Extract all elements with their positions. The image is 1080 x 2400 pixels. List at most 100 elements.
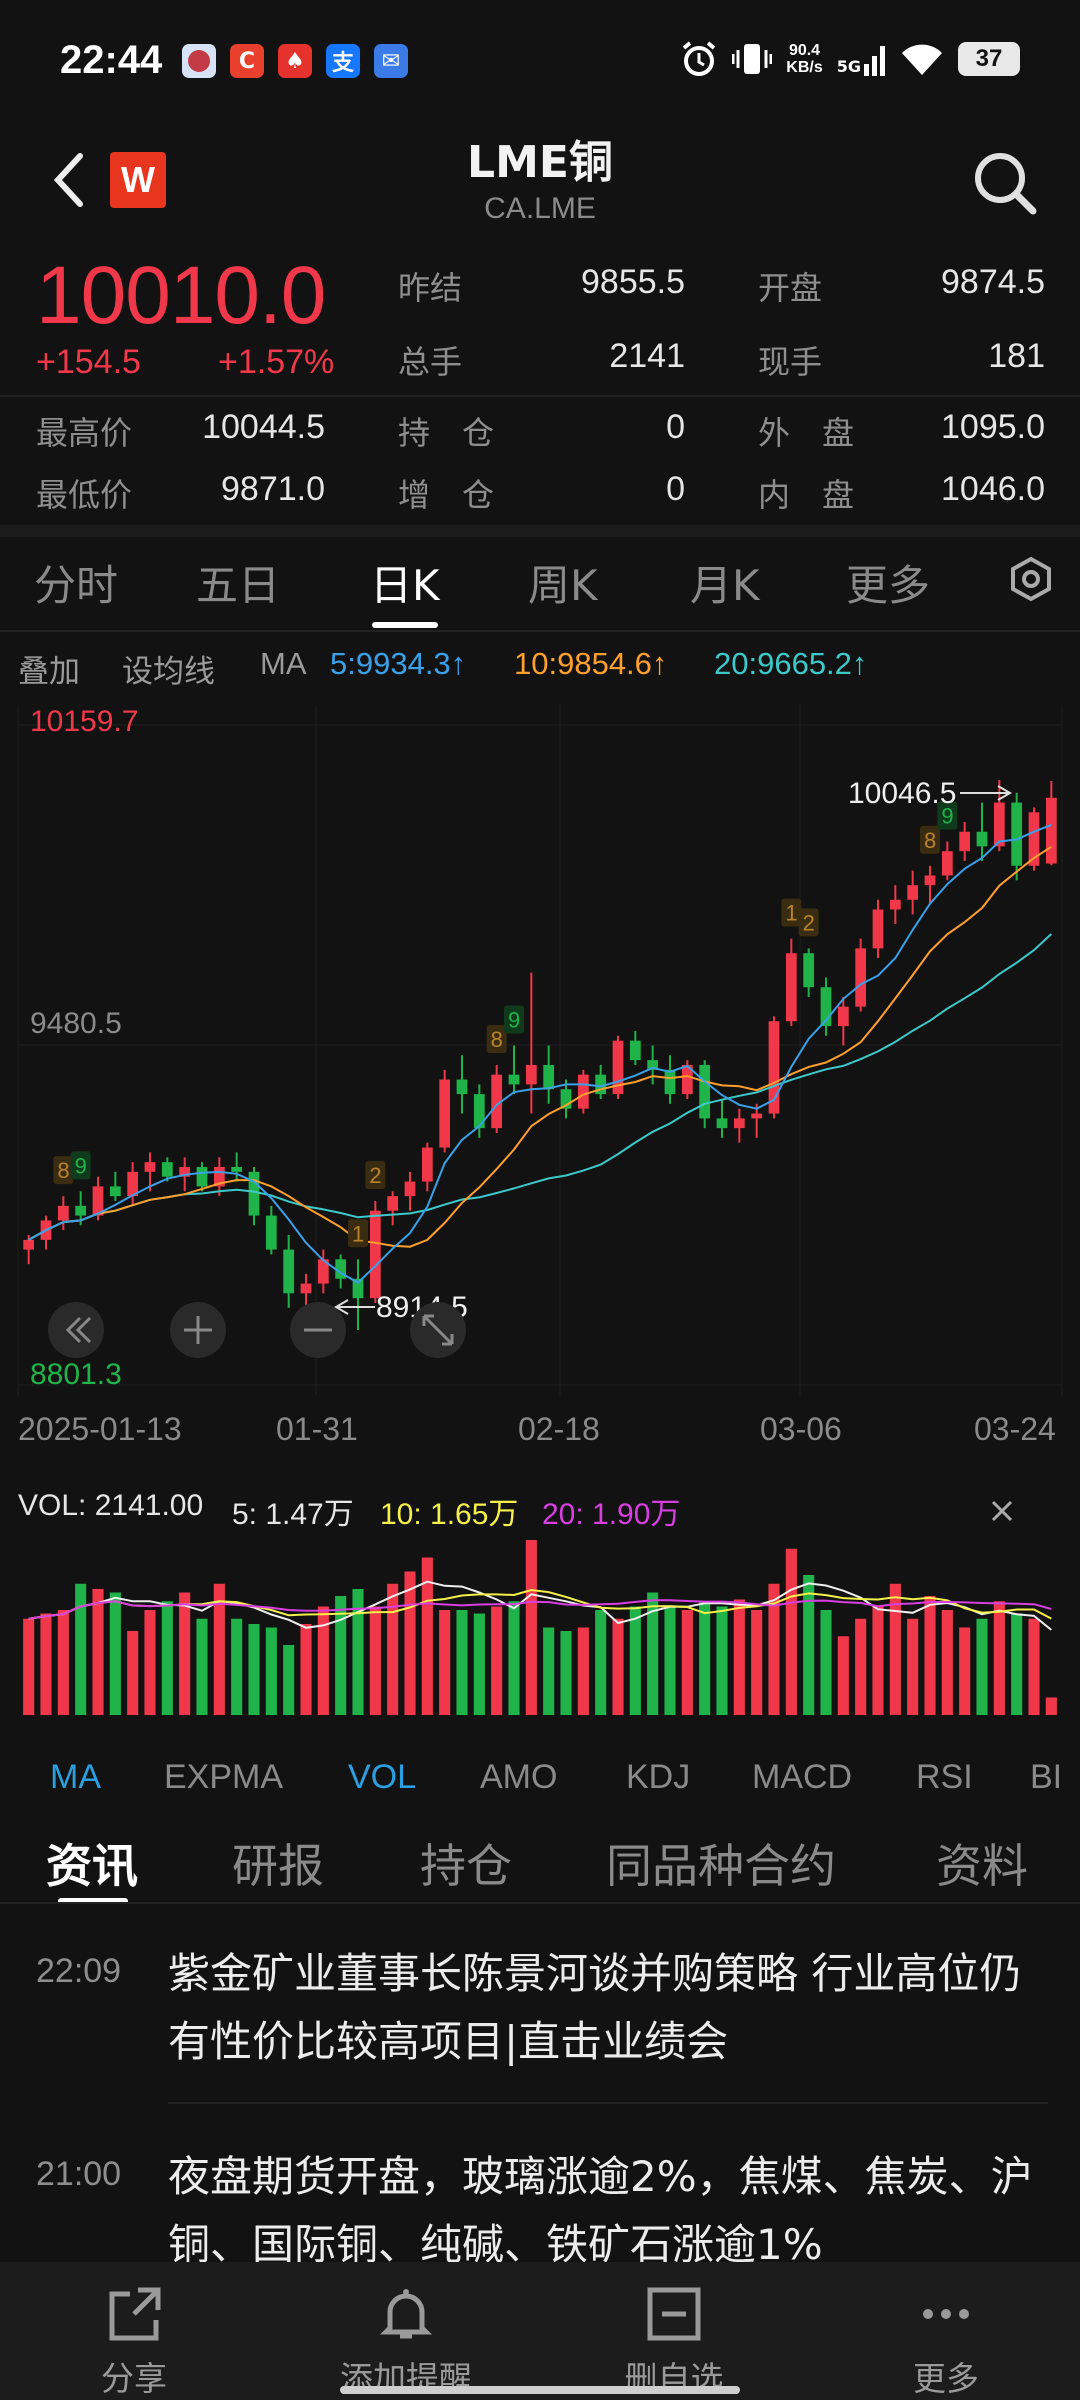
overlay-button[interactable]: 叠加	[18, 654, 80, 690]
news-headline: 紫金矿业董事长陈景河谈并购策略 行业高位仍有性价比较高项目|直击业绩会	[168, 1949, 1022, 2066]
candle-body	[127, 1171, 139, 1197]
date-label: 03-06	[760, 1411, 842, 1447]
app-notification-icon	[182, 44, 216, 78]
axis-bottom-label: 8801.3	[30, 1358, 122, 1391]
chart-settings-icon[interactable]	[1006, 554, 1056, 604]
mail-icon: ✉	[374, 44, 408, 78]
volume-legend: VOL: 2141.00 5: 1.47万 10: 1.65万 20: 1.90…	[0, 1485, 1080, 1533]
volume-chart	[0, 1530, 1080, 1720]
tab-five-day[interactable]: 五日	[196, 561, 281, 610]
candle-body	[872, 909, 884, 949]
volume-bar	[300, 1624, 312, 1715]
tab-intraday[interactable]: 分时	[34, 561, 119, 610]
alipay-icon: 支	[326, 44, 360, 78]
search-icon[interactable]	[970, 148, 1040, 218]
volume-bar	[387, 1583, 399, 1715]
total-volume-value: 2141	[609, 337, 685, 375]
set-ma-button[interactable]: 设均线	[122, 654, 215, 690]
volume-bar	[369, 1606, 381, 1715]
indicator-vol[interactable]: VOL	[348, 1758, 417, 1796]
volume-bar	[664, 1606, 676, 1715]
vol-value: VOL: 2141.00	[18, 1489, 204, 1522]
indicator-ma[interactable]: MA	[50, 1758, 101, 1796]
volume-bar	[1011, 1613, 1023, 1715]
page-title: LME铜	[467, 137, 613, 188]
volume-bar	[127, 1631, 139, 1715]
ma20-line	[28, 933, 1052, 1241]
tab-positions[interactable]: 持仓	[420, 1839, 512, 1893]
volume-bar	[716, 1606, 728, 1715]
news-time: 21:00	[36, 2155, 122, 2193]
back-icon[interactable]	[50, 148, 90, 212]
share-icon	[109, 2287, 161, 2341]
ma5-line	[28, 823, 1052, 1284]
indicator-expma[interactable]: EXPMA	[164, 1758, 284, 1796]
volume-bar	[1028, 1618, 1040, 1715]
indicator-rsi[interactable]: RSI	[916, 1758, 973, 1796]
tab-news[interactable]: 资讯	[46, 1839, 138, 1893]
vol-ma10-line	[28, 1588, 1052, 1620]
indicator-amo[interactable]: AMO	[480, 1758, 558, 1796]
status-time: 22:44	[60, 38, 163, 82]
candle-body	[213, 1166, 225, 1187]
add-alert-button[interactable]: 添加提醒	[306, 2262, 506, 2400]
current-volume-label: 现手	[758, 343, 823, 381]
indicator-bi[interactable]: BI	[1030, 1758, 1063, 1796]
news-item[interactable]: 22:09 紫金矿业董事长陈景河谈并购策略 行业高位仍有性价比较高项目|直击业绩…	[0, 1940, 1080, 2100]
brand-logo: W	[110, 152, 166, 208]
date-label: 2025-01-13	[18, 1411, 182, 1447]
volume-bar	[785, 1548, 797, 1715]
tab-monthly-k[interactable]: 月K	[690, 561, 760, 610]
tab-weekly-k[interactable]: 周K	[528, 561, 598, 610]
bell-icon	[379, 2289, 433, 2339]
candle-body	[473, 1094, 485, 1129]
indicator-macd[interactable]: MACD	[752, 1758, 853, 1796]
candle-body	[491, 1074, 503, 1129]
open-interest-value: 0	[666, 408, 685, 446]
td-marker-label: 9	[75, 1153, 87, 1178]
vibrate-icon	[732, 44, 773, 74]
volume-bars	[23, 1540, 1057, 1715]
tab-more[interactable]: 更多	[846, 561, 931, 610]
candle-body	[941, 851, 953, 876]
more-button[interactable]: 更多	[846, 2262, 1046, 2400]
share-button[interactable]: 分享	[34, 2262, 234, 2400]
candle-body	[92, 1186, 104, 1216]
news-item[interactable]: 21:00 夜盘期货开盘，玻璃涨逾2%，焦煤、焦炭、沪铜、国际铜、纯碱、铁矿石涨…	[0, 2143, 1080, 2283]
active-tab-underline	[58, 1898, 128, 1904]
volume-bar	[491, 1606, 503, 1715]
indicator-kdj[interactable]: KDJ	[626, 1758, 691, 1796]
tab-profile[interactable]: 资料	[936, 1839, 1028, 1893]
volume-bar	[577, 1627, 589, 1715]
close-icon[interactable]	[990, 1499, 1014, 1523]
candle-body	[404, 1181, 416, 1197]
td-marker-box	[365, 1161, 386, 1190]
volume-bar	[525, 1540, 537, 1715]
volume-bar	[231, 1618, 243, 1715]
tab-same-contracts[interactable]: 同品种合约	[606, 1839, 836, 1893]
candle-body	[57, 1205, 69, 1221]
remove-watchlist-button[interactable]: 删自选	[574, 2262, 774, 2400]
tab-research[interactable]: 研报	[232, 1839, 324, 1893]
candle-body	[889, 899, 901, 910]
tab-daily-k[interactable]: 日K	[370, 561, 440, 610]
volume-bar	[508, 1601, 520, 1715]
volume-bar	[629, 1606, 641, 1715]
divider	[0, 395, 1080, 397]
candle-body	[543, 1064, 555, 1090]
candle-body	[300, 1283, 312, 1294]
period-tabs: 分时 五日 日K 周K 月K 更多	[0, 530, 1080, 630]
candle-body	[265, 1215, 277, 1250]
candle-body	[508, 1074, 520, 1085]
open-interest-label: 持 仓	[398, 414, 495, 452]
ma20-value: 20:9665.2↑	[714, 646, 868, 681]
td-marker-box	[53, 1156, 74, 1185]
prev-settle-value: 9855.5	[581, 263, 685, 301]
status-bar: 22:44 C ♠ 支 ✉ 90.4 KB/s 5G 37	[0, 0, 1080, 128]
remove-watchlist-icon	[647, 2287, 701, 2341]
candle-body	[387, 1196, 399, 1211]
interest-change-label: 增 仓	[398, 476, 495, 514]
candle-body	[248, 1171, 260, 1216]
volume-bar	[699, 1601, 711, 1715]
